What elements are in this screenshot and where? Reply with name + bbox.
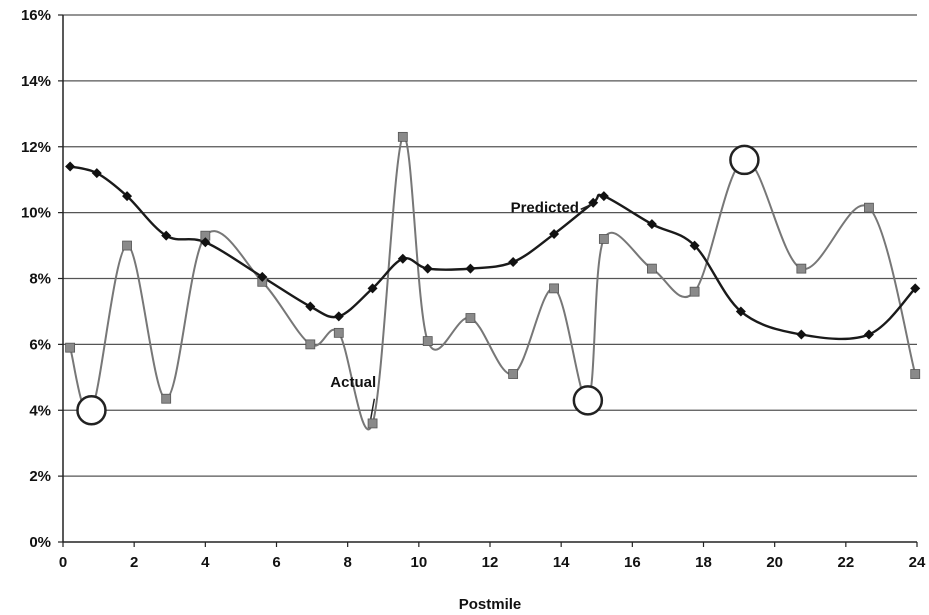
point-actual [549,283,559,294]
point-predicted [735,306,746,317]
y-tick-label: 8% [29,271,51,288]
point-actual [910,369,921,379]
point-predicted [257,271,268,282]
point-actual [161,393,172,404]
x-tick-labels: 0 2 4 6 8 10 12 14 16 18 20 22 24 [59,554,926,571]
x-tick-label: 18 [695,554,712,571]
point-predicted [465,263,476,274]
x-tick-label: 14 [553,554,570,571]
point-actual [367,418,378,429]
annotation-leader-predicted [580,203,592,211]
series-line-predicted [69,165,917,341]
y-tick-label: 6% [29,336,51,353]
x-tick-label: 8 [343,554,351,571]
point-actual [647,263,657,274]
x-tick-label: 22 [837,554,854,571]
point-predicted [549,229,560,240]
highlight-circle [572,385,604,416]
point-predicted [65,161,76,172]
point-actual [305,339,316,350]
y-tick-label: 16% [21,7,51,24]
point-actual [864,202,874,213]
annotation-actual: Actual [330,374,376,391]
annotation-leader-actual [370,398,376,419]
point-actual [796,263,807,274]
y-tick-labels: 0% 2% 4% 6% 8% 10% 12% 14% 16% [21,7,51,551]
y-tick-label: 10% [21,205,51,222]
point-predicted [646,219,657,230]
point-actual [689,286,700,297]
gridlines [63,14,917,477]
point-actual [598,234,609,244]
x-tick-label: 12 [482,554,499,571]
x-tick-label: 6 [272,554,280,571]
point-actual [122,240,132,251]
y-tick-label: 4% [29,402,51,419]
point-predicted [796,329,807,340]
point-actual [397,131,408,142]
point-predicted [422,263,433,274]
x-tick-label: 0 [59,554,67,571]
x-tick-label: 24 [909,554,926,571]
highlight-circles [76,144,760,426]
highlight-circle [729,144,760,176]
point-predicted [508,257,519,268]
annotation-predicted: Predicted [511,200,579,217]
point-predicted [91,168,102,179]
point-predicted [863,329,874,340]
y-tick-label: 14% [21,73,51,90]
point-predicted [367,283,378,294]
y-tick-label: 2% [29,468,51,485]
point-actual [333,327,344,338]
y-tick-label: 0% [29,534,51,551]
series-line-actual [69,135,917,431]
point-actual [65,342,76,353]
x-tick-label: 4 [201,554,210,571]
x-tick-label: 10 [410,554,427,571]
point-actual [422,336,433,346]
point-predicted [333,311,344,322]
x-tick-label: 20 [766,554,783,571]
series-layer [65,131,921,431]
point-predicted [161,230,172,241]
point-predicted [305,301,316,312]
point-predicted [598,191,609,202]
point-predicted [910,283,921,294]
point-actual [508,369,519,379]
point-predicted [689,240,700,251]
annotations: Predicted Actual [330,200,592,419]
y-tick-label: 12% [21,139,51,156]
x-axis-label: Postmile [459,596,522,613]
point-predicted [122,191,133,202]
x-tick-label: 2 [130,554,138,571]
point-predicted [397,253,408,264]
point-actual [465,313,476,323]
x-tick-label: 16 [624,554,641,571]
highlight-circle [76,395,107,426]
axes [58,14,918,547]
point-predicted [200,237,211,248]
